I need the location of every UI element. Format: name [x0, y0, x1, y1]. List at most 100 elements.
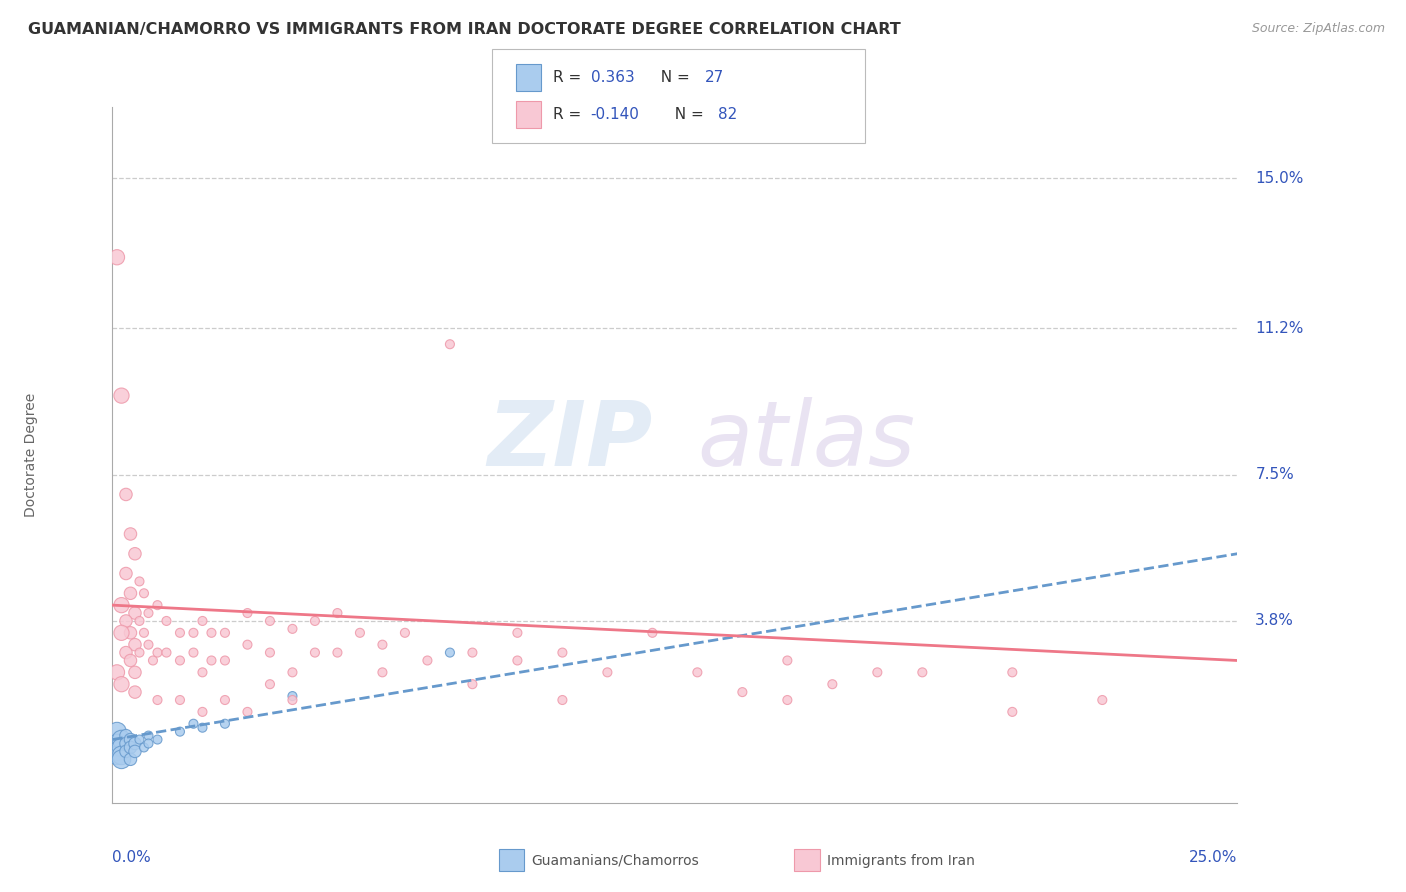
Point [110, 752, 132, 766]
Point [128, 646, 150, 660]
Point [132, 740, 155, 755]
Text: Guamanians/Chamorros: Guamanians/Chamorros [531, 854, 699, 868]
Point [138, 737, 160, 751]
Text: Doctorate Degree: Doctorate Degree [24, 392, 38, 517]
Text: Source: ZipAtlas.com: Source: ZipAtlas.com [1251, 22, 1385, 36]
Point [866, 665, 889, 680]
Point [551, 646, 574, 660]
Point [596, 665, 619, 680]
Text: 11.2%: 11.2% [1256, 321, 1303, 336]
Point [115, 566, 138, 581]
Point [191, 614, 214, 628]
Point [110, 748, 132, 763]
Point [120, 752, 142, 766]
Point [110, 677, 132, 691]
Point [461, 677, 484, 691]
Point [115, 614, 138, 628]
Point [191, 721, 214, 735]
Point [110, 732, 132, 747]
Point [169, 653, 191, 667]
Point [169, 625, 191, 640]
Point [146, 646, 169, 660]
Point [132, 586, 155, 600]
Point [142, 653, 165, 667]
Point [124, 665, 146, 680]
Point [214, 653, 236, 667]
Point [128, 574, 150, 589]
Point [124, 606, 146, 620]
Point [105, 737, 128, 751]
Text: Immigrants from Iran: Immigrants from Iran [827, 854, 974, 868]
Point [214, 693, 236, 707]
Text: 82: 82 [718, 107, 738, 122]
Point [304, 614, 326, 628]
Point [183, 716, 205, 731]
Text: 15.0%: 15.0% [1256, 170, 1303, 186]
Point [506, 653, 529, 667]
Point [281, 622, 304, 636]
Point [281, 693, 304, 707]
Text: 25.0%: 25.0% [1189, 850, 1237, 865]
Point [281, 665, 304, 680]
Text: 27: 27 [704, 70, 724, 85]
Point [183, 646, 205, 660]
Point [821, 677, 844, 691]
Text: -0.140: -0.140 [591, 107, 640, 122]
Point [138, 606, 160, 620]
Point [349, 625, 371, 640]
Text: R =: R = [553, 70, 586, 85]
Point [1001, 665, 1024, 680]
Point [115, 737, 138, 751]
Point [105, 665, 128, 680]
Point [124, 737, 146, 751]
Point [236, 705, 259, 719]
Point [120, 732, 142, 747]
Point [169, 724, 191, 739]
Point [110, 598, 132, 612]
Point [214, 625, 236, 640]
Point [641, 625, 664, 640]
Point [371, 665, 394, 680]
Point [200, 625, 222, 640]
Point [105, 250, 128, 264]
Point [124, 744, 146, 758]
Point [200, 653, 222, 667]
Point [236, 606, 259, 620]
Point [120, 653, 142, 667]
Point [110, 625, 132, 640]
Text: 0.0%: 0.0% [112, 850, 152, 865]
Point [115, 744, 138, 758]
Point [461, 646, 484, 660]
Point [259, 614, 281, 628]
Point [326, 606, 349, 620]
Point [191, 665, 214, 680]
Point [416, 653, 439, 667]
Point [105, 748, 128, 763]
Point [259, 646, 281, 660]
Point [281, 689, 304, 703]
Text: GUAMANIAN/CHAMORRO VS IMMIGRANTS FROM IRAN DOCTORATE DEGREE CORRELATION CHART: GUAMANIAN/CHAMORRO VS IMMIGRANTS FROM IR… [28, 22, 901, 37]
Point [183, 625, 205, 640]
Text: N =: N = [665, 107, 709, 122]
Point [911, 665, 934, 680]
Point [259, 677, 281, 691]
Point [105, 724, 128, 739]
Point [110, 740, 132, 755]
Point [191, 705, 214, 719]
Point [110, 389, 132, 403]
Point [115, 729, 138, 743]
Point [304, 646, 326, 660]
Point [115, 487, 138, 501]
Point [371, 638, 394, 652]
Point [551, 693, 574, 707]
Point [394, 625, 416, 640]
Point [120, 625, 142, 640]
Point [120, 586, 142, 600]
Text: atlas: atlas [697, 397, 915, 485]
Point [686, 665, 709, 680]
Point [439, 337, 461, 351]
Point [132, 625, 155, 640]
Point [155, 646, 177, 660]
Point [169, 693, 191, 707]
Point [105, 744, 128, 758]
